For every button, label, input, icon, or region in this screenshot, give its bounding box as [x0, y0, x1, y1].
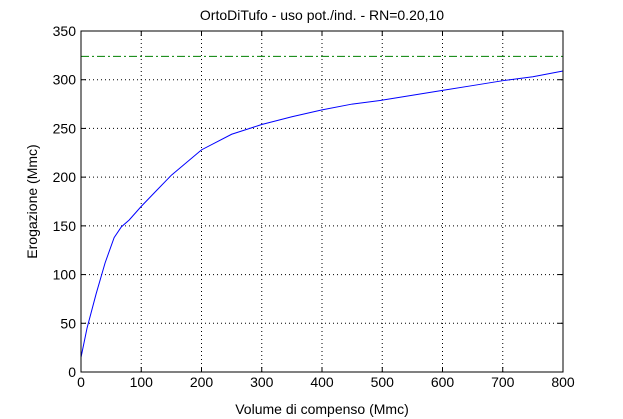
x-tick-label: 700 — [491, 374, 515, 390]
x-tick-label: 400 — [310, 374, 334, 390]
y-tick-label: 0 — [68, 364, 76, 380]
y-tick-label: 200 — [53, 169, 77, 185]
x-tick-label: 600 — [431, 374, 455, 390]
y-tick-label: 50 — [60, 315, 76, 331]
x-tick-label: 300 — [250, 374, 274, 390]
grid — [81, 31, 563, 372]
x-tick-label: 200 — [190, 374, 214, 390]
x-tick-label: 100 — [130, 374, 154, 390]
x-tick-label: 500 — [371, 374, 395, 390]
y-tick-label: 100 — [53, 267, 77, 283]
x-tick-label: 800 — [551, 374, 575, 390]
ticks: 0 100 200 300 400 500 600 700 800 0 50 100 150 200 250… — [53, 23, 575, 390]
chart-title: OrtoDiTufo - uso pot./ind. - RN=0.20,10 — [200, 7, 444, 23]
series-group — [80, 55, 564, 358]
erogazione-curve — [80, 70, 564, 358]
x-tick-label: 0 — [77, 374, 85, 390]
x-axis-title: Volume di compenso (Mmc) — [235, 401, 409, 417]
y-tick-label: 350 — [53, 23, 77, 39]
y-tick-label: 250 — [53, 120, 77, 136]
y-tick-label: 300 — [53, 72, 77, 88]
y-tick-label: 150 — [53, 218, 77, 234]
y-axis-title: Erogazione (Mmc) — [24, 144, 40, 258]
